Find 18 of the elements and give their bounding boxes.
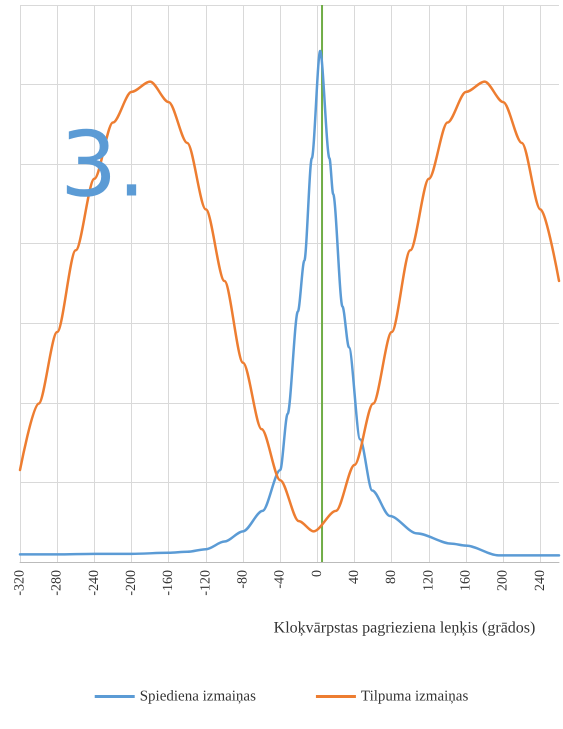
x-tick-label: 80 (384, 570, 400, 584)
x-tick-label: -320 (12, 570, 28, 596)
x-tick-label: 0 (310, 570, 325, 577)
x-tick-label: 240 (532, 570, 548, 591)
x-tick-label: 120 (421, 570, 436, 591)
x-tick-label: -280 (50, 570, 65, 596)
legend-label: Tilpuma izmaiņas (360, 688, 468, 704)
x-axis-title: Kloķvārpstas pagrieziena leņķis (grādos) (274, 620, 536, 636)
x-tick-label: 200 (496, 570, 511, 591)
x-tick-label: -80 (236, 570, 251, 589)
legend-label: Spiediena izmaiņas (140, 688, 256, 704)
x-tick-label: 40 (347, 570, 362, 584)
x-tick-label: -160 (161, 570, 176, 596)
x-tick-label: 160 (458, 570, 474, 591)
x-tick-label: -120 (198, 570, 214, 596)
x-tick-label: -200 (124, 570, 140, 596)
x-tick-label: -40 (272, 570, 288, 589)
x-tick-label: -240 (86, 570, 102, 596)
